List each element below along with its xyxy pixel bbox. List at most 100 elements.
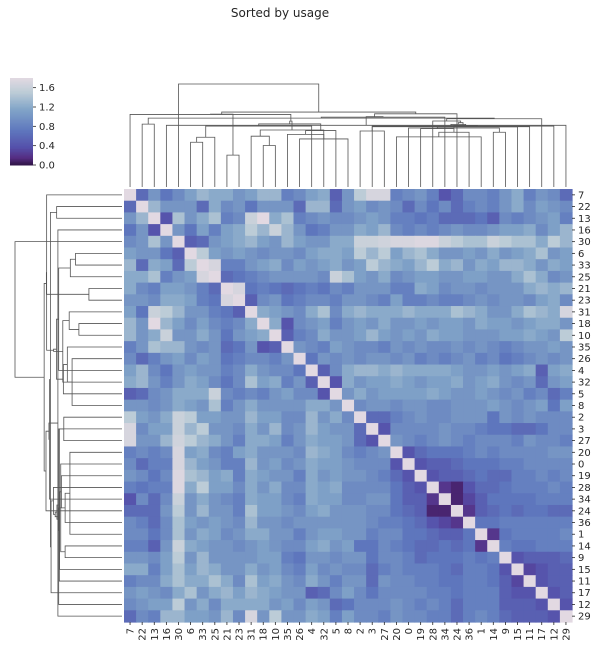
heatmap-cell [329,282,343,295]
heatmap-cell [487,540,500,553]
heatmap-cell [414,598,428,611]
heatmap-cell [160,341,174,354]
heatmap-cell [547,586,561,600]
heatmap-cell [293,399,307,412]
heatmap-cell [366,399,379,412]
heatmap-cell [293,504,307,518]
heatmap-cell [523,551,537,565]
heatmap-cell [475,317,488,331]
heatmap-cell [245,200,258,213]
heatmap-cell [487,364,500,377]
heatmap-cell [220,434,234,448]
heatmap-cell [245,317,258,331]
heatmap-cell [535,504,549,518]
heatmap-cell [499,259,513,272]
heatmap-cell [402,270,416,284]
heatmap-cell [378,352,391,366]
heatmap-cell [281,540,295,553]
heatmap-cell [329,481,343,494]
heatmap-cell [547,270,561,284]
heatmap-cell [293,247,307,260]
heatmap-cell [136,224,149,237]
heatmap-cell [450,247,464,260]
colorbar-segment [10,86,33,89]
heatmap-cell [293,446,307,459]
heatmap-cell [329,528,343,541]
heatmap-cell [160,469,174,483]
heatmap-cell [208,598,222,611]
heatmap-cell [232,224,246,237]
heatmap-cell [475,399,488,412]
heatmap-cell [341,282,355,295]
heatmap-cell [293,306,307,319]
heatmap-cell [293,352,307,366]
heatmap-cell [329,598,343,611]
heatmap-cell [196,575,210,588]
heatmap-cell [136,364,149,377]
column-tick-label: 27 [380,628,391,641]
heatmap-cell [232,341,246,354]
column-dendrogram-link [196,136,216,187]
heatmap-cell [329,504,343,518]
heatmap-cell [329,329,343,342]
heatmap-cell [366,575,379,588]
heatmap-cell [245,434,258,448]
heatmap-cell [463,282,476,295]
heatmap-cell [245,306,258,319]
heatmap-cell [341,352,355,366]
heatmap-cell [232,528,246,541]
row-tick-label: 34 [578,495,591,506]
heatmap-cell [535,270,549,284]
heatmap-cell [269,446,283,459]
heatmap-cell [172,493,186,506]
heatmap-cell [245,399,258,412]
heatmap-cell [426,329,440,342]
heatmap-cell [329,270,343,284]
heatmap-cell [426,458,440,471]
heatmap-cell [547,352,561,366]
heatmap-cell [487,551,500,565]
column-tick-label: 22 [138,628,149,641]
colorbar-segment [10,78,33,80]
heatmap-cell [124,399,137,412]
row-tick-label: 26 [578,354,591,365]
row-tick-label: 28 [578,483,591,494]
heatmap-cell [535,306,549,319]
heatmap-cell [317,259,331,272]
heatmap-cell [196,540,210,553]
column-dendrogram-link [396,136,482,187]
heatmap-cell [293,551,307,565]
heatmap-cell [136,540,149,553]
column-dendrogram-link [165,124,567,187]
heatmap-cell [559,504,573,518]
heatmap-cell [281,598,295,611]
heatmap-cell [414,270,428,284]
heatmap-cell [293,270,307,284]
heatmap-cell [366,598,379,611]
heatmap-cell [523,516,537,529]
heatmap-cell [184,200,198,213]
heatmap-cell [354,341,367,354]
heatmap-cell [535,481,549,494]
column-tick-labels: 7 22 13 16 30 6 33 25 21 23 31 18 10 35 26 4 32 5 8 2 3 27 20 0… [126,622,572,641]
heatmap-cell [511,270,525,284]
heatmap-cell [341,458,355,471]
colorbar-segment [10,88,33,91]
heatmap-cell [535,411,549,424]
heatmap-cell [172,575,186,588]
heatmap-cell [390,364,404,377]
heatmap-cell [220,364,234,377]
heatmap-cell [450,317,464,331]
heatmap-cell [341,329,355,342]
heatmap-cell [220,598,234,611]
heatmap-cell [366,551,379,565]
heatmap-cell [329,247,343,260]
heatmap-cell [293,458,307,471]
heatmap-cell [232,563,246,576]
heatmap-cell [281,458,295,471]
column-dendrogram-link [262,145,276,187]
heatmap-cell [269,504,283,518]
heatmap-cell [184,399,198,412]
heatmap-cell [535,493,549,506]
colorbar-segment [10,96,33,99]
